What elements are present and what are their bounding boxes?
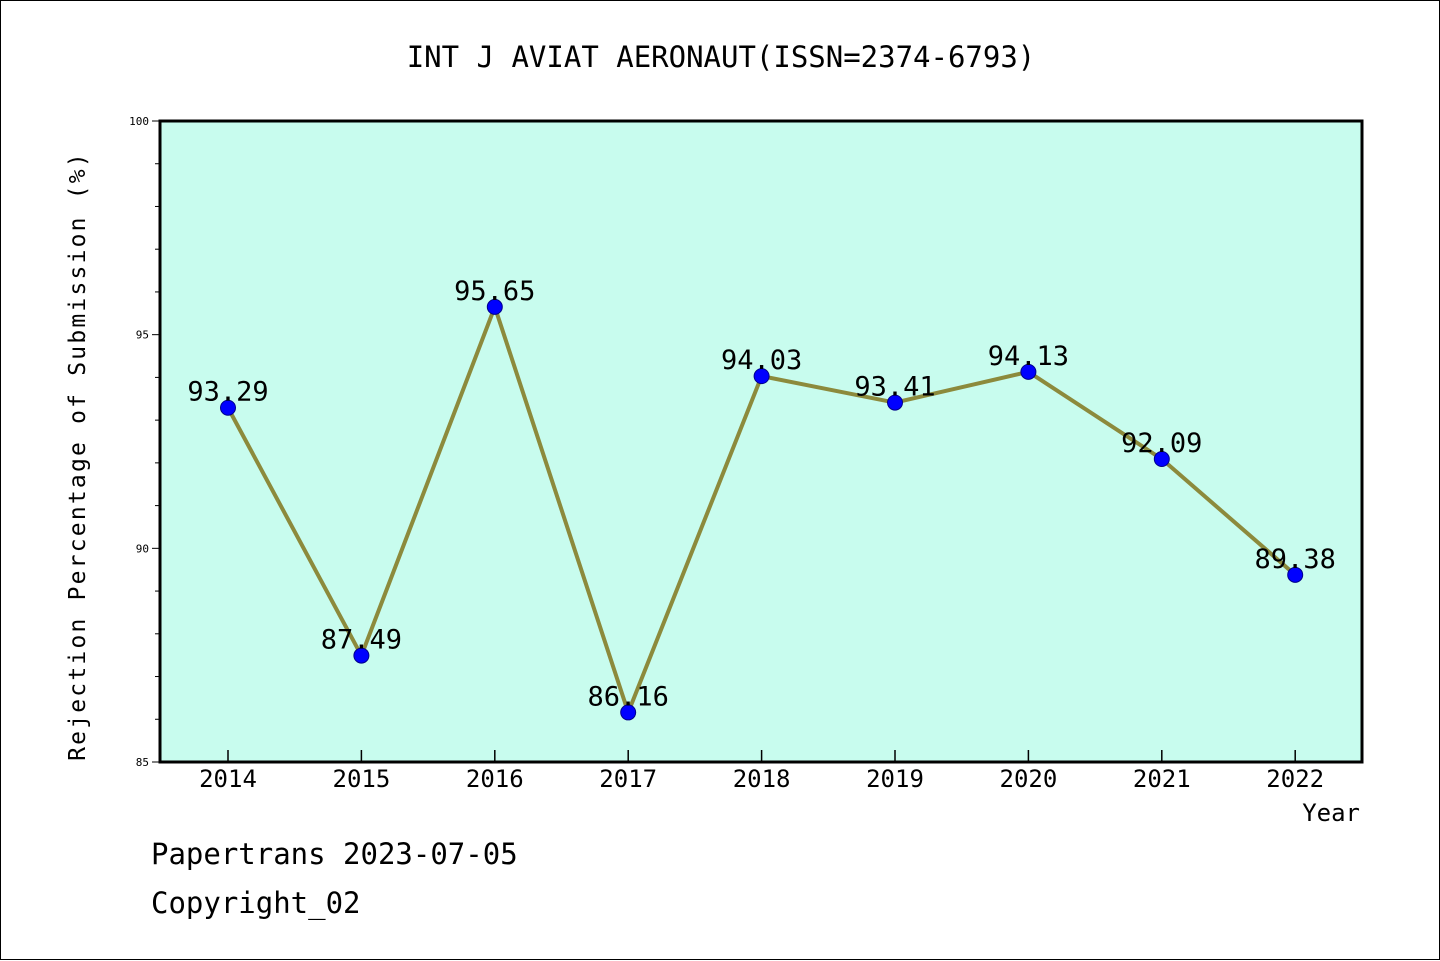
y-axis-label: Rejection Percentage of Submission (%) xyxy=(65,151,91,761)
y-tick-label: 85 xyxy=(136,756,149,769)
x-tick-label: 2020 xyxy=(1000,765,1058,793)
data-label: 93.29 xyxy=(187,377,268,408)
data-label: 87.49 xyxy=(321,625,402,656)
x-tick-label: 2022 xyxy=(1266,765,1324,793)
data-label: 94.03 xyxy=(721,345,802,376)
data-labels: 93.29 87.49 95.65 86.16 94.03 93.41 94.13 92.09… xyxy=(187,276,1335,713)
y-tick-label: 90 xyxy=(136,542,149,555)
x-tick-label: 2015 xyxy=(333,765,391,793)
data-point xyxy=(353,647,370,664)
data-point xyxy=(1020,363,1037,380)
y-tick-label: 95 xyxy=(136,329,149,342)
y-tick-label: 100 xyxy=(129,115,149,128)
series-markers xyxy=(220,298,1304,721)
data-point xyxy=(620,704,637,721)
x-tick-label: 2016 xyxy=(466,765,524,793)
data-point xyxy=(887,394,903,411)
data-point xyxy=(1287,566,1304,583)
data-label: 89.38 xyxy=(1255,544,1336,575)
x-tick-label: 2019 xyxy=(866,765,924,793)
data-point xyxy=(220,399,236,416)
x-axis: 2014 2015 2016 2017 2018 2019 2020 2021 2022 xyxy=(199,750,1324,793)
x-tick-label: 2021 xyxy=(1133,765,1191,793)
x-axis-label: Year xyxy=(1302,799,1360,827)
y-axis: 85 90 95 100 xyxy=(129,115,160,769)
data-label: 95.65 xyxy=(454,276,535,307)
data-point xyxy=(486,298,503,315)
footer-date: Papertrans 2023-07-05 xyxy=(151,837,518,871)
x-tick-label: 2017 xyxy=(599,765,657,793)
x-tick-label: 2018 xyxy=(733,765,791,793)
data-label: 93.41 xyxy=(854,372,935,403)
data-label: 94.13 xyxy=(988,341,1069,372)
footer-copyright: Copyright_02 xyxy=(151,886,361,920)
x-tick-label: 2014 xyxy=(199,765,257,793)
data-label: 92.09 xyxy=(1121,428,1202,459)
data-point xyxy=(1153,451,1170,468)
data-point xyxy=(753,368,770,385)
data-label: 86.16 xyxy=(588,681,669,712)
chart-title: INT J AVIAT AERONAUT(ISSN=2374-6793) xyxy=(407,40,1036,74)
